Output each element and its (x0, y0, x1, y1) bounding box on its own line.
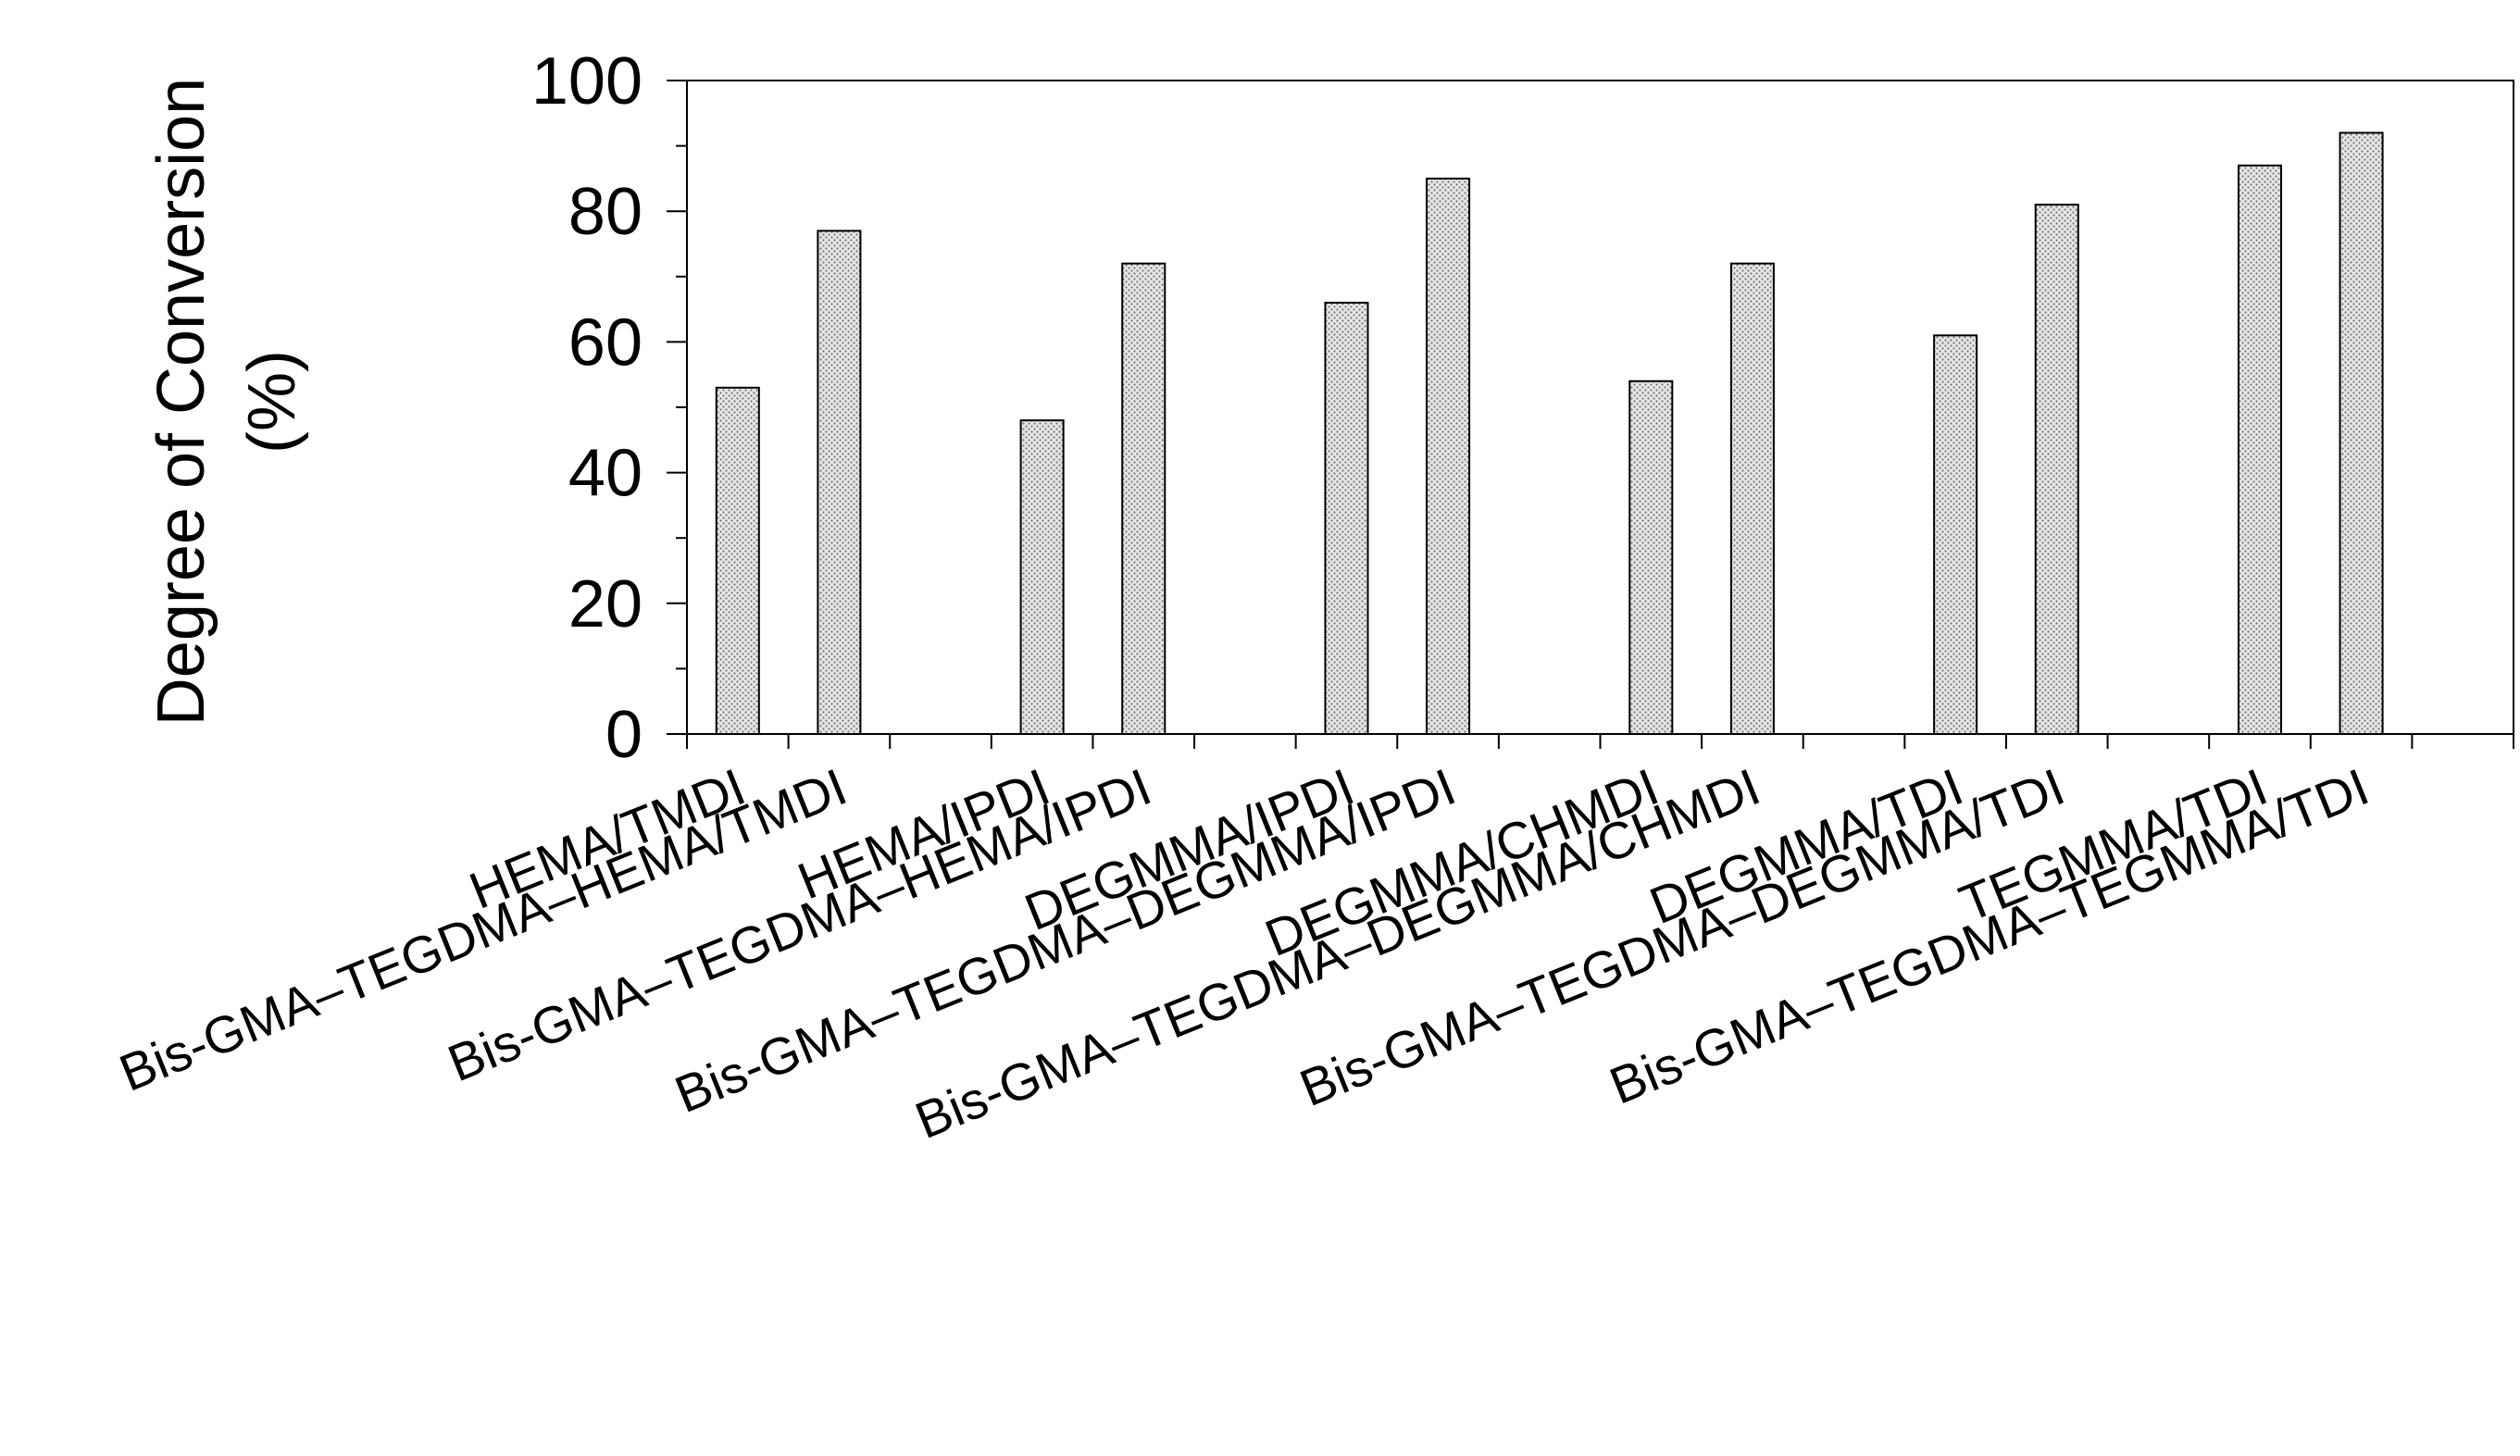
bar-1 (715, 386, 760, 735)
bar-7 (1628, 380, 1674, 735)
bar-10 (2034, 204, 2079, 735)
y-tick-label: 80 (568, 175, 642, 249)
bar-2 (817, 230, 862, 735)
y-axis-label: Degree of Conversion (%) (144, 78, 309, 726)
bar-9 (1933, 334, 1978, 735)
bar-11 (2237, 164, 2282, 735)
bar-3 (1019, 419, 1065, 735)
y-tick-label: 20 (568, 567, 642, 641)
y-tick-label: 0 (605, 698, 642, 772)
plot-area: 020406080100HEMA/TMDIBis-GMA–TEGDMA–HEMA… (111, 44, 2514, 1150)
y-tick-label: 100 (531, 44, 642, 118)
y-axis-label-line: Degree of Conversion (144, 78, 218, 726)
y-tick-label: 40 (568, 437, 642, 511)
bar-5 (1324, 302, 1369, 735)
y-axis-label-line: (%) (235, 350, 309, 454)
bar-4 (1121, 262, 1166, 735)
bar-12 (2339, 131, 2384, 736)
bar-6 (1426, 177, 1471, 735)
bar-8 (1729, 262, 1775, 735)
y-tick-label: 60 (568, 305, 642, 380)
